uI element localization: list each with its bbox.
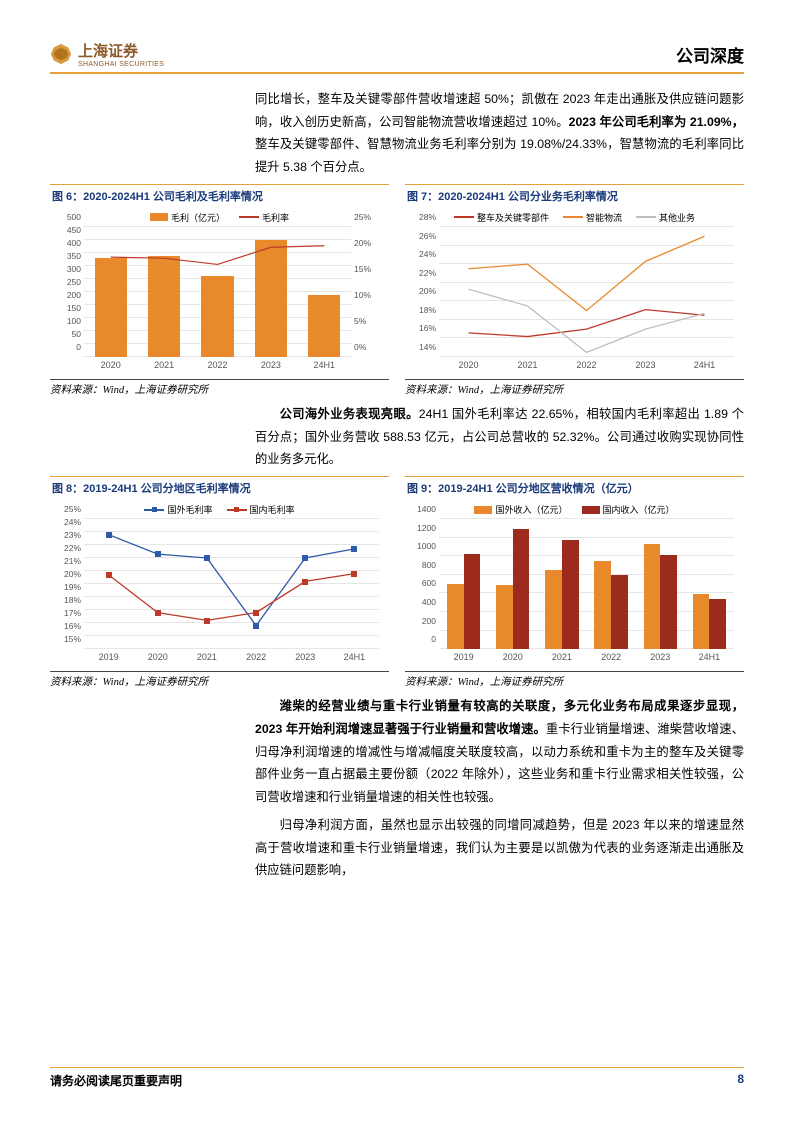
para1-post: 整车及关键零部件、智慧物流业务毛利率分别为 19.08%/24.33%，智慧物流… (255, 137, 744, 174)
footer-disclaimer: 请务必阅读尾页重要声明 (50, 1072, 182, 1089)
chart-8-title: 图 8：2019-24H1 公司分地区毛利率情况 (50, 476, 389, 499)
page-number: 8 (737, 1072, 744, 1089)
chart-6: 图 6：2020-2024H1 公司毛利及毛利率情况 毛利（亿元）毛利率0501… (50, 184, 389, 397)
chart-7-source: 资料来源：Wind，上海证券研究所 (405, 379, 744, 397)
logo-text-cn: 上海证券 (78, 40, 164, 61)
logo: 上海证券 SHANGHAI SECURITIES (50, 40, 164, 68)
chart-6-title: 图 6：2020-2024H1 公司毛利及毛利率情况 (50, 184, 389, 207)
chart-9: 图 9：2019-24H1 公司分地区营收情况（亿元） 国外收入（亿元）国内收入… (405, 476, 744, 689)
chart-7-title: 图 7：2020-2024H1 公司分业务毛利率情况 (405, 184, 744, 207)
page-header: 上海证券 SHANGHAI SECURITIES 公司深度 (50, 40, 744, 74)
para-1: 同比增长，整车及关键零部件营收增速超 50%；凯傲在 2023 年走出通胀及供应… (255, 88, 744, 179)
charts-row-2: 图 8：2019-24H1 公司分地区毛利率情况 国外毛利率国内毛利率15%16… (50, 476, 744, 689)
header-title: 公司深度 (676, 42, 744, 67)
logo-text-en: SHANGHAI SECURITIES (78, 61, 164, 68)
chart-8: 图 8：2019-24H1 公司分地区毛利率情况 国外毛利率国内毛利率15%16… (50, 476, 389, 689)
charts-row-1: 图 6：2020-2024H1 公司毛利及毛利率情况 毛利（亿元）毛利率0501… (50, 184, 744, 397)
chart-9-plot: 国外收入（亿元）国内收入（亿元）020040060080010001200140… (405, 499, 744, 669)
para2-bold: 公司海外业务表现亮眼。 (280, 407, 419, 421)
logo-icon (50, 43, 72, 65)
chart-6-plot: 毛利（亿元）毛利率0501001502002503003504004505000… (50, 207, 389, 377)
para-4: 归母净利润方面，虽然也显示出较强的同增同减趋势，但是 2023 年以来的增速显然… (255, 814, 744, 882)
para-2: 公司海外业务表现亮眼。24H1 国外毛利率达 22.65%，相较国内毛利率超出 … (255, 403, 744, 471)
para1-bold: 2023 年公司毛利率为 21.09%， (569, 115, 744, 129)
chart-9-title: 图 9：2019-24H1 公司分地区营收情况（亿元） (405, 476, 744, 499)
chart-7-plot: 整车及关键零部件智能物流其他业务14%16%18%20%22%24%26%28%… (405, 207, 744, 377)
chart-8-source: 资料来源：Wind，上海证券研究所 (50, 671, 389, 689)
chart-7: 图 7：2020-2024H1 公司分业务毛利率情况 整车及关键零部件智能物流其… (405, 184, 744, 397)
chart-9-source: 资料来源：Wind，上海证券研究所 (405, 671, 744, 689)
page-footer: 请务必阅读尾页重要声明 8 (50, 1067, 744, 1089)
para-3: 潍柴的经营业绩与重卡行业销量有较高的关联度，多元化业务布局成果逐步显现，2023… (255, 695, 744, 809)
chart-8-plot: 国外毛利率国内毛利率15%16%17%18%19%20%21%22%23%24%… (50, 499, 389, 669)
chart-6-source: 资料来源：Wind，上海证券研究所 (50, 379, 389, 397)
